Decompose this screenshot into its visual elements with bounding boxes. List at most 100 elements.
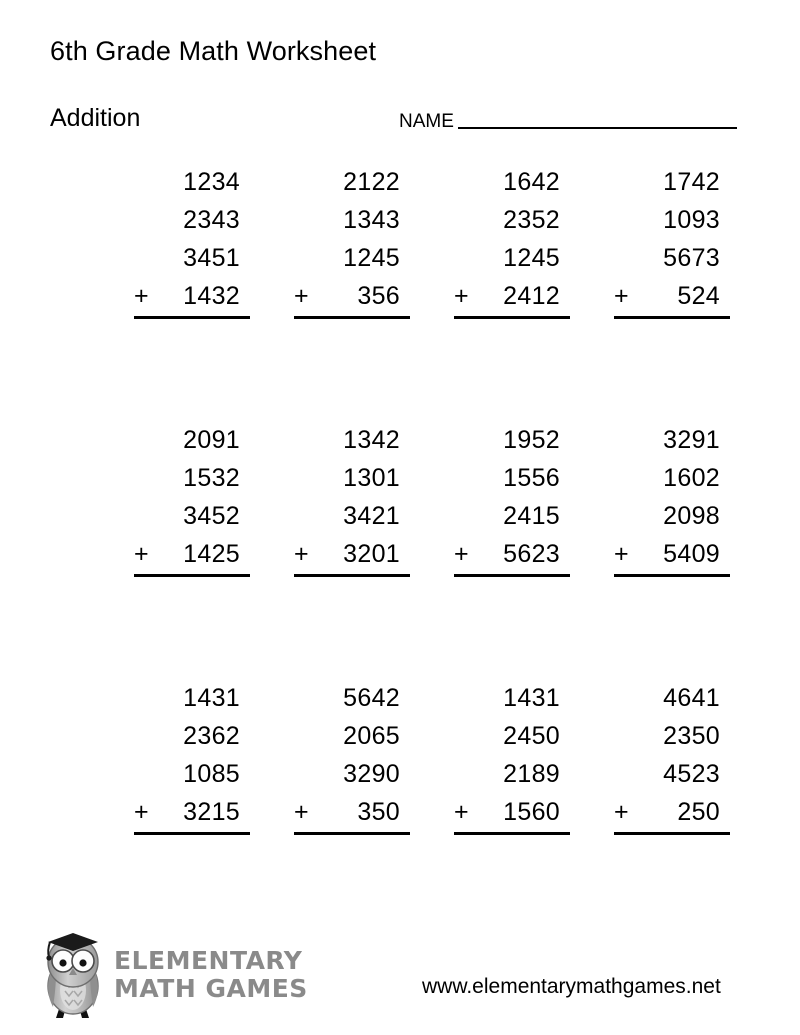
last-addend: 350 bbox=[357, 798, 400, 826]
last-addend-line: +3201 bbox=[294, 535, 410, 573]
addition-problem: 2122 1343 1245 +356 bbox=[252, 163, 410, 421]
addend: 2415 bbox=[503, 502, 560, 530]
logo-word-line2: Math Games bbox=[114, 973, 308, 1003]
plus-operator-icon: + bbox=[454, 540, 469, 568]
addition-problem: 1431 2362 1085 +3215 bbox=[92, 679, 250, 937]
plus-operator-icon: + bbox=[614, 282, 629, 310]
addend: 3421 bbox=[343, 502, 400, 530]
addend: 1556 bbox=[503, 464, 560, 492]
addition-problem: 5642 2065 3290 +350 bbox=[252, 679, 410, 937]
name-write-in-line[interactable] bbox=[457, 127, 737, 129]
addition-problem: 4641 2350 4523 +250 bbox=[572, 679, 730, 937]
addend: 2362 bbox=[183, 722, 240, 750]
addend: 1343 bbox=[343, 206, 400, 234]
addend: 2091 bbox=[183, 426, 240, 454]
last-addend-line: +356 bbox=[294, 277, 410, 315]
addend: 3451 bbox=[183, 244, 240, 272]
last-addend-line: +3215 bbox=[134, 793, 250, 831]
plus-operator-icon: + bbox=[614, 798, 629, 826]
last-addend-line: +524 bbox=[614, 277, 730, 315]
addend: 1245 bbox=[343, 244, 400, 272]
addition-problem: 2091 1532 3452 +1425 bbox=[92, 421, 250, 679]
last-addend-line: +1432 bbox=[134, 277, 250, 315]
addend: 2343 bbox=[183, 206, 240, 234]
last-addend: 3215 bbox=[183, 798, 240, 826]
addend: 1245 bbox=[503, 244, 560, 272]
subject-title: Addition bbox=[50, 104, 141, 132]
problem-grid: 1234 2343 3451 +1432 2122 1343 1245 +356 1642 235… bbox=[0, 163, 800, 937]
addend: 1602 bbox=[663, 464, 720, 492]
problem-row: 1431 2362 1085 +3215 5642 2065 3290 +350 1431 245… bbox=[0, 679, 800, 937]
plus-operator-icon: + bbox=[134, 540, 149, 568]
answer-rule[interactable] bbox=[614, 574, 730, 577]
site-url: www.elementarymathgames.net bbox=[422, 975, 721, 998]
addend: 4641 bbox=[663, 684, 720, 712]
logo-word-line1: Elementary bbox=[114, 945, 303, 975]
answer-rule[interactable] bbox=[614, 316, 730, 319]
logo-wordmark: Elementary Math Games bbox=[114, 948, 308, 1001]
plus-operator-icon: + bbox=[454, 282, 469, 310]
addend: 1085 bbox=[183, 760, 240, 788]
owl-graduate-icon bbox=[46, 933, 99, 1018]
addition-problem: 1431 2450 2189 +1560 bbox=[412, 679, 570, 937]
page-title: 6th Grade Math Worksheet bbox=[50, 36, 377, 66]
answer-rule[interactable] bbox=[134, 574, 250, 577]
addition-problem: 3291 1602 2098 +5409 bbox=[572, 421, 730, 679]
answer-rule[interactable] bbox=[454, 316, 570, 319]
last-addend-line: +250 bbox=[614, 793, 730, 831]
last-addend-line: +1560 bbox=[454, 793, 570, 831]
site-logo: Elementary Math Games bbox=[38, 928, 308, 1020]
answer-rule[interactable] bbox=[454, 574, 570, 577]
last-addend-line: +1425 bbox=[134, 535, 250, 573]
addend: 1431 bbox=[503, 684, 560, 712]
answer-rule[interactable] bbox=[134, 316, 250, 319]
name-field-group: NAME bbox=[399, 112, 737, 131]
last-addend: 2412 bbox=[503, 282, 560, 310]
answer-rule[interactable] bbox=[294, 574, 410, 577]
plus-operator-icon: + bbox=[294, 540, 309, 568]
addend: 5642 bbox=[343, 684, 400, 712]
last-addend-line: +2412 bbox=[454, 277, 570, 315]
name-label: NAME bbox=[399, 111, 454, 132]
addend: 3291 bbox=[663, 426, 720, 454]
last-addend-line: +5623 bbox=[454, 535, 570, 573]
addend: 1093 bbox=[663, 206, 720, 234]
problem-row: 2091 1532 3452 +1425 1342 1301 3421 +3201 1952 15… bbox=[0, 421, 800, 679]
plus-operator-icon: + bbox=[454, 798, 469, 826]
answer-rule[interactable] bbox=[294, 316, 410, 319]
last-addend: 1432 bbox=[183, 282, 240, 310]
last-addend: 250 bbox=[677, 798, 720, 826]
problem-row: 1234 2343 3451 +1432 2122 1343 1245 +356 1642 235… bbox=[0, 163, 800, 421]
addend: 1742 bbox=[663, 168, 720, 196]
last-addend-line: +5409 bbox=[614, 535, 730, 573]
addition-problem: 1234 2343 3451 +1432 bbox=[92, 163, 250, 421]
answer-rule[interactable] bbox=[134, 832, 250, 835]
addition-problem: 1952 1556 2415 +5623 bbox=[412, 421, 570, 679]
answer-rule[interactable] bbox=[294, 832, 410, 835]
last-addend: 3201 bbox=[343, 540, 400, 568]
addend: 1431 bbox=[183, 684, 240, 712]
addend: 2098 bbox=[663, 502, 720, 530]
last-addend: 5623 bbox=[503, 540, 560, 568]
addend: 1642 bbox=[503, 168, 560, 196]
answer-rule[interactable] bbox=[614, 832, 730, 835]
addend: 1234 bbox=[183, 168, 240, 196]
addition-problem: 1342 1301 3421 +3201 bbox=[252, 421, 410, 679]
addend: 1342 bbox=[343, 426, 400, 454]
plus-operator-icon: + bbox=[134, 798, 149, 826]
addend: 2350 bbox=[663, 722, 720, 750]
plus-operator-icon: + bbox=[294, 798, 309, 826]
last-addend: 524 bbox=[677, 282, 720, 310]
last-addend: 1425 bbox=[183, 540, 240, 568]
addend: 1301 bbox=[343, 464, 400, 492]
footer: Elementary Math Games bbox=[0, 920, 800, 1035]
addend: 3452 bbox=[183, 502, 240, 530]
addend: 2352 bbox=[503, 206, 560, 234]
addend: 2189 bbox=[503, 760, 560, 788]
addition-problem: 1742 1093 5673 +524 bbox=[572, 163, 730, 421]
plus-operator-icon: + bbox=[134, 282, 149, 310]
addend: 1952 bbox=[503, 426, 560, 454]
addend: 2122 bbox=[343, 168, 400, 196]
plus-operator-icon: + bbox=[294, 282, 309, 310]
answer-rule[interactable] bbox=[454, 832, 570, 835]
